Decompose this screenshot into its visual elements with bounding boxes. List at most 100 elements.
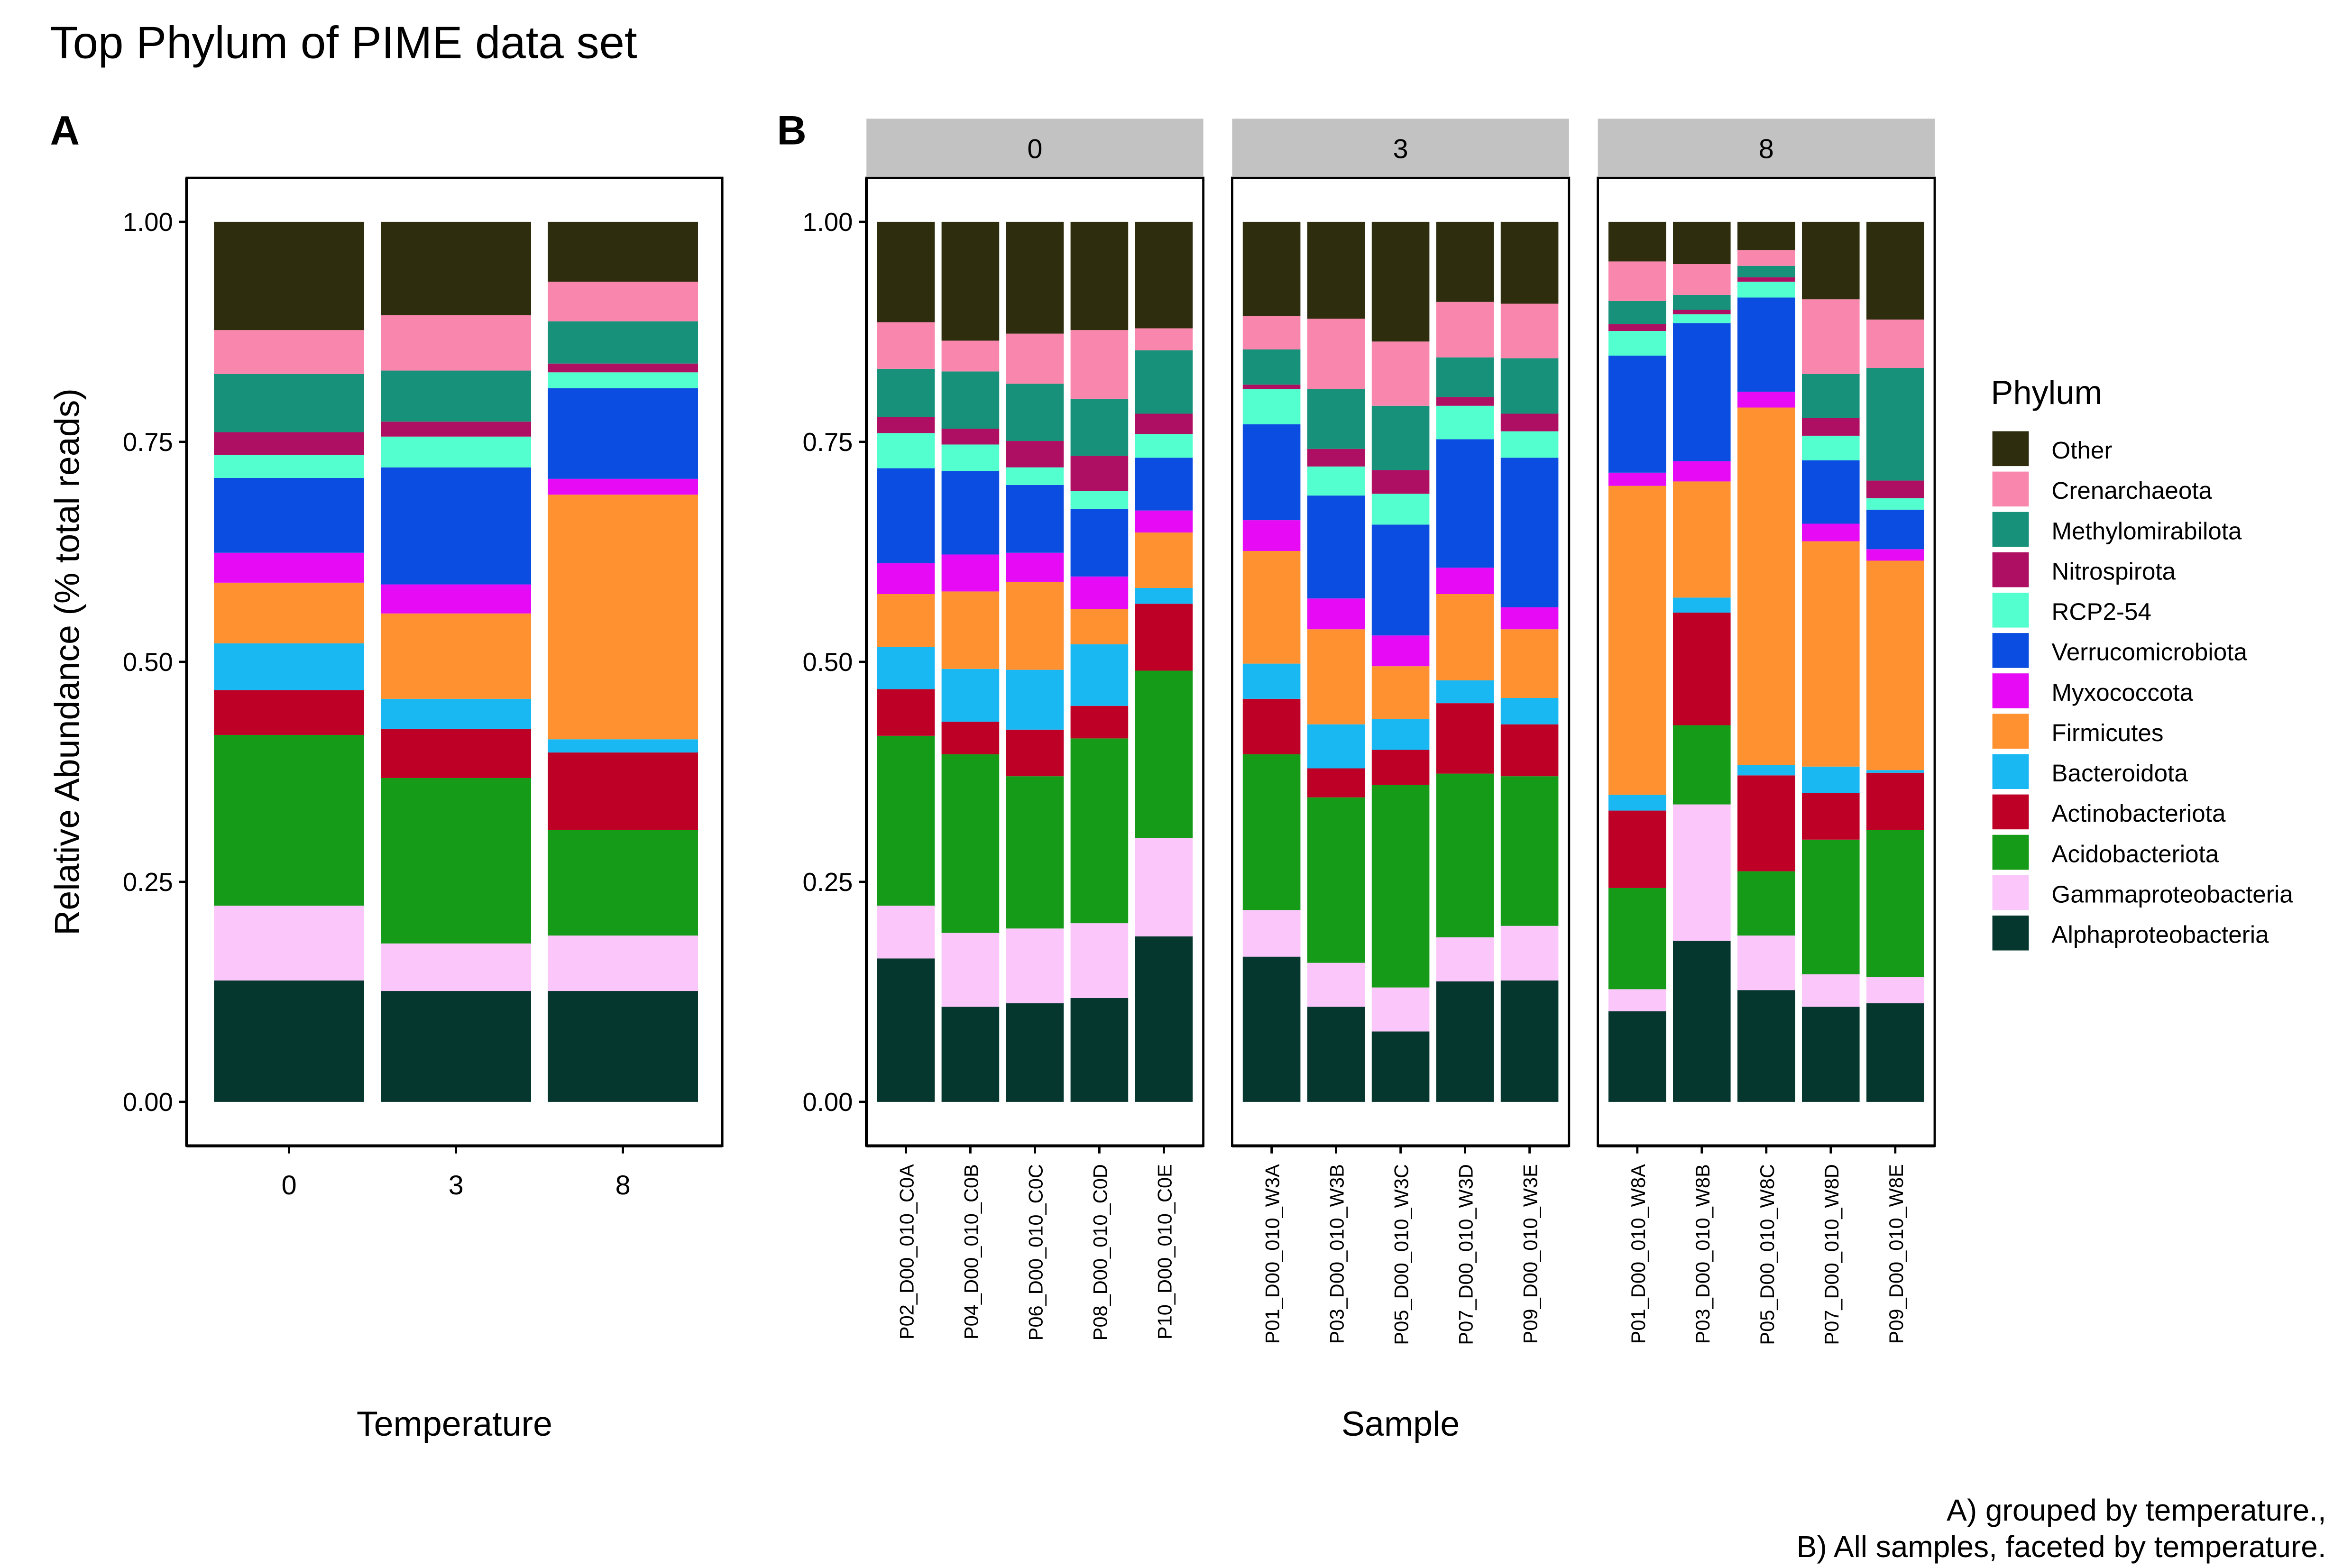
facet-8-bar-P07_D00_010_W8D-gammaproteobacteria xyxy=(1802,974,1860,1007)
facet-0-bar-P08_D00_010_C0D-myxococcota xyxy=(1070,576,1129,609)
panel-a-y-tick-label: 0.25 xyxy=(123,868,173,897)
panel-a-bar-0-bacteroidota xyxy=(214,643,364,690)
facet-0-bar-P08_D00_010_C0D-acidobacteriota xyxy=(1070,738,1129,924)
facet-3-bar-P03_D00_010_W3B-rcp2-54 xyxy=(1307,466,1365,496)
facet-0-bar-P04_D00_010_C0B-actinobacteriota xyxy=(941,722,1000,754)
facet-8-bar-P07_D00_010_W8D-crenarchaeota xyxy=(1802,299,1860,374)
legend-label-methylomirabilota: Methylomirabilota xyxy=(2051,517,2242,544)
facet-0-bar-P06_D00_010_C0C-crenarchaeota xyxy=(1006,333,1064,384)
legend-label-alphaproteobacteria: Alphaproteobacteria xyxy=(2051,921,2269,948)
sample-label: P10_D00_010_C0E xyxy=(1153,1164,1176,1339)
facet-strip xyxy=(1598,119,1935,176)
panel-a-bar-8-methylomirabilota xyxy=(548,321,698,364)
panel-a-y-tick-label: 0.00 xyxy=(123,1088,173,1117)
facet-8-bar-P07_D00_010_W8D-bacteroidota xyxy=(1802,766,1860,793)
facet-0-bar-P06_D00_010_C0C-nitrospirota xyxy=(1006,441,1064,468)
facet-0-bar-P08_D00_010_C0D-alphaproteobacteria xyxy=(1070,998,1129,1102)
panel-a-bar-0-other xyxy=(214,221,364,330)
panel-a-bar-0-verrucomicrobiota xyxy=(214,477,364,553)
panel-a-y-tick-label: 0.75 xyxy=(123,428,173,457)
facet-0-bar-P10_D00_010_C0E-myxococcota xyxy=(1135,510,1193,533)
facet-8-bar-P05_D00_010_W8C-rcp2-54 xyxy=(1737,282,1795,298)
facet-3-bar-P07_D00_010_W3D-myxococcota xyxy=(1436,568,1494,594)
facet-0-bar-P08_D00_010_C0D-verrucomicrobiota xyxy=(1070,508,1129,577)
facet-3-bar-P07_D00_010_W3D-nitrospirota xyxy=(1436,397,1494,406)
facet-8-bar-P01_D00_010_W8A-bacteroidota xyxy=(1608,795,1666,811)
facet-3-bar-P03_D00_010_W3B-other xyxy=(1307,221,1365,319)
facet-0-bar-P06_D00_010_C0C-other xyxy=(1006,221,1064,334)
sample-label: P04_D00_010_C0B xyxy=(960,1164,982,1339)
panel-b-y-tick-label: 0.50 xyxy=(803,648,853,677)
facet-8-bar-P09_D00_010_W8E-myxococcota xyxy=(1866,549,1924,561)
sample-label: P01_D00_010_W3A xyxy=(1261,1164,1284,1344)
panel-a-x-label: Temperature xyxy=(357,1404,552,1443)
facet-3-bar-P03_D00_010_W3B-bacteroidota xyxy=(1307,724,1365,769)
facet-3-bar-P07_D00_010_W3D-acidobacteriota xyxy=(1436,773,1494,937)
facet-8-bar-P05_D00_010_W8C-firmicutes xyxy=(1737,407,1795,765)
sample-label: P09_D00_010_W3E xyxy=(1519,1164,1542,1344)
facet-0-bar-P06_D00_010_C0C-methylomirabilota xyxy=(1006,384,1064,441)
panel-a-bar-3-actinobacteriota xyxy=(381,728,531,778)
facet-3-bar-P01_D00_010_W3A-gammaproteobacteria xyxy=(1242,910,1301,957)
facet-8-bar-P01_D00_010_W8A-other xyxy=(1608,221,1666,262)
facet-3-bar-P01_D00_010_W3A-verrucomicrobiota xyxy=(1242,424,1301,521)
legend-swatch-firmicutes xyxy=(1992,714,2029,749)
facet-8-bar-P01_D00_010_W8A-firmicutes xyxy=(1608,486,1666,795)
facet-3-bar-P01_D00_010_W3A-bacteroidota xyxy=(1242,663,1301,699)
facet-3-bar-P09_D00_010_W3E-bacteroidota xyxy=(1500,697,1559,724)
facet-8-bar-P09_D00_010_W8E-gammaproteobacteria xyxy=(1866,977,1924,1004)
panel-a-bar-3-verrucomicrobiota xyxy=(381,467,531,585)
facet-8-bar-P05_D00_010_W8C-bacteroidota xyxy=(1737,765,1795,776)
facet-3-bar-P09_D00_010_W3E-verrucomicrobiota xyxy=(1500,458,1559,607)
facet-0-bar-P06_D00_010_C0C-gammaproteobacteria xyxy=(1006,928,1064,1004)
panel-b-x-label: Sample xyxy=(1341,1404,1460,1443)
panel-a-bar-3-other xyxy=(381,221,531,315)
panel-a-bar-8-myxococcota xyxy=(548,478,698,495)
facet-8-bar-P07_D00_010_W8D-methylomirabilota xyxy=(1802,374,1860,418)
panel-a-y-tick-label: 0.50 xyxy=(123,648,173,677)
facet-8-bar-P01_D00_010_W8A-gammaproteobacteria xyxy=(1608,989,1666,1011)
facet-0-bar-P06_D00_010_C0C-actinobacteriota xyxy=(1006,729,1064,777)
facet-3-bar-P09_D00_010_W3E-gammaproteobacteria xyxy=(1500,926,1559,981)
panel-b-y-tick-label: 0.75 xyxy=(803,428,853,457)
sample-label: P05_D00_010_W3C xyxy=(1390,1164,1413,1345)
facet-0-bar-P10_D00_010_C0E-actinobacteriota xyxy=(1135,604,1193,671)
panel-b-y-tick-label: 1.00 xyxy=(803,208,853,237)
facet-3-bar-P07_D00_010_W3D-firmicutes xyxy=(1436,594,1494,680)
caption-line-1: A) grouped by temperature., xyxy=(1947,1493,2326,1527)
facet-8-bar-P01_D00_010_W8A-myxococcota xyxy=(1608,472,1666,486)
facet-0-bar-P08_D00_010_C0D-firmicutes xyxy=(1070,609,1129,644)
panel-a-x-tick-label: 0 xyxy=(282,1170,297,1201)
facet-3-bar-P01_D00_010_W3A-acidobacteriota xyxy=(1242,754,1301,910)
legend-swatch-acidobacteriota xyxy=(1992,834,2029,870)
facet-3-bar-P01_D00_010_W3A-methylomirabilota xyxy=(1242,349,1301,385)
facet-3-bar-P01_D00_010_W3A-crenarchaeota xyxy=(1242,316,1301,350)
facet-8-bar-P09_D00_010_W8E-nitrospirota xyxy=(1866,480,1924,498)
facet-0-bar-P10_D00_010_C0E-gammaproteobacteria xyxy=(1135,838,1193,936)
facet-0-bar-P02_D00_010_C0A-gammaproteobacteria xyxy=(877,906,935,959)
facet-3-bar-P07_D00_010_W3D-other xyxy=(1436,221,1494,302)
facet-strip-label: 8 xyxy=(1759,134,1774,165)
facet-0-bar-P10_D00_010_C0E-acidobacteriota xyxy=(1135,670,1193,838)
panel-a-chart: 0.00 0.25 0.50 0.75 1.00 0 3 8 Temperature Relati… xyxy=(47,176,724,1443)
facet-8-bar-P03_D00_010_W8B-verrucomicrobiota xyxy=(1673,323,1731,461)
facet-0-bar-P02_D00_010_C0A-myxococcota xyxy=(877,563,935,594)
facet-0-bar-P02_D00_010_C0A-firmicutes xyxy=(877,594,935,647)
panel-a-bar-8-acidobacteriota xyxy=(548,830,698,936)
panel-a-bar-3-firmicutes xyxy=(381,613,531,699)
legend: Phylum Other Crenarchaeota Methylomirabilot… xyxy=(1991,374,2293,951)
facet-3-bar-P03_D00_010_W3B-verrucomicrobiota xyxy=(1307,495,1365,599)
panel-a-bar-0-firmicutes xyxy=(214,582,364,643)
facet-0-bar-P06_D00_010_C0C-bacteroidota xyxy=(1006,669,1064,730)
facet-0-bar-P08_D00_010_C0D-bacteroidota xyxy=(1070,644,1129,706)
facet-0-bar-P10_D00_010_C0E-firmicutes xyxy=(1135,532,1193,588)
facet-3-bar-P05_D00_010_W3C-myxococcota xyxy=(1371,635,1430,667)
legend-label-bacteroidota: Bacteroidota xyxy=(2051,760,2188,787)
facet-3-bar-P09_D00_010_W3E-methylomirabilota xyxy=(1500,358,1559,414)
panel-a-bar-3-gammaproteobacteria xyxy=(381,943,531,991)
facet-0-bar-P08_D00_010_C0D-rcp2-54 xyxy=(1070,491,1129,509)
facet-strip xyxy=(1232,119,1569,176)
panel-a-bar-3-bacteroidota xyxy=(381,698,531,729)
facet-8-bar-P05_D00_010_W8C-myxococcota xyxy=(1737,392,1795,408)
